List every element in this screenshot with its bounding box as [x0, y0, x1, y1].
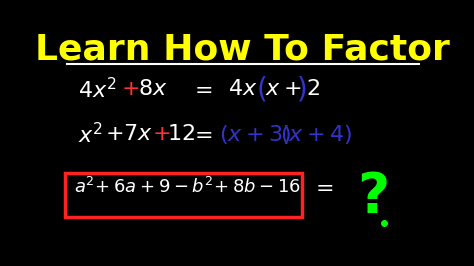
Text: Learn How To Factor: Learn How To Factor: [36, 32, 450, 66]
Text: $4x^2$: $4x^2$: [78, 77, 116, 102]
Text: $(x+4)$: $(x+4)$: [280, 123, 352, 146]
Text: $4x$: $4x$: [228, 79, 258, 99]
Text: $+$: $+$: [121, 79, 139, 99]
Text: $=$: $=$: [311, 177, 334, 197]
Text: $+$: $+$: [152, 124, 170, 144]
Text: $x+2$: $x+2$: [265, 79, 320, 99]
Text: $x^2$: $x^2$: [78, 122, 102, 147]
Text: $($: $($: [256, 75, 266, 104]
Text: $+7x$: $+7x$: [105, 124, 153, 144]
Text: $8x$: $8x$: [138, 79, 168, 99]
Text: $)$: $)$: [296, 75, 307, 104]
Text: $=$: $=$: [190, 79, 212, 99]
Text: $a^2\!+6a+9-b^2\!+8b-16$: $a^2\!+6a+9-b^2\!+8b-16$: [74, 177, 301, 197]
Text: $12$: $12$: [166, 124, 194, 144]
Text: ?: ?: [357, 170, 390, 224]
Text: $=$: $=$: [190, 124, 212, 144]
Text: $(x+3)$: $(x+3)$: [219, 123, 291, 146]
